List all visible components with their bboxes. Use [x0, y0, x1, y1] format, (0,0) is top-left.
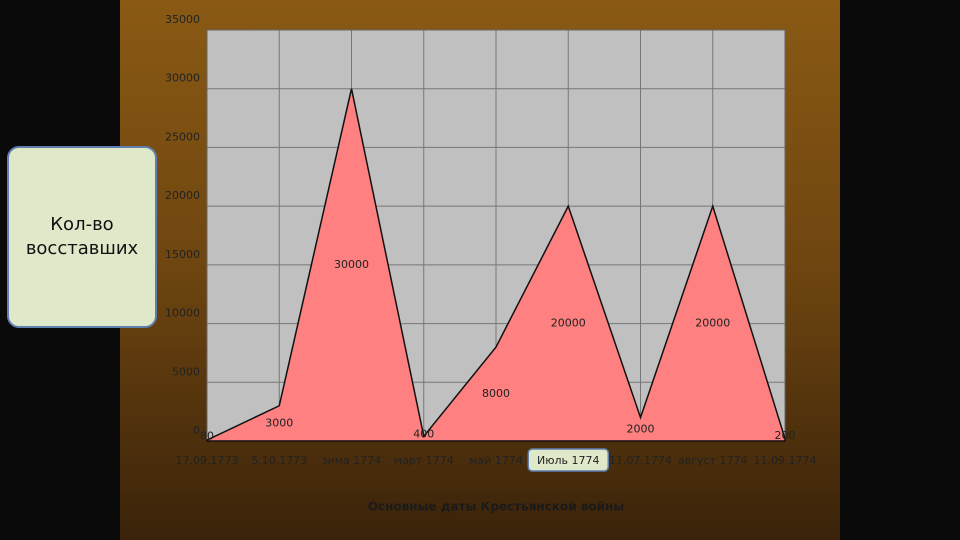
data-label: 80 — [200, 430, 214, 443]
data-label: 400 — [413, 428, 434, 441]
y-tick-label: 25000 — [165, 130, 200, 143]
y-axis-title: Кол-во восставших — [7, 146, 157, 328]
x-tick-label: март 1774 — [394, 454, 454, 467]
x-tick-label: август 1774 — [678, 454, 747, 467]
x-tick-label: май 1774 — [469, 454, 523, 467]
data-label: 20000 — [551, 317, 586, 330]
y-tick-label: 10000 — [165, 307, 200, 320]
y-tick-label: 5000 — [172, 365, 200, 378]
area — [206, 88, 786, 442]
x-axis-title: Основные даты Крестьянской войны — [368, 500, 624, 514]
y-tick-label: 30000 — [165, 72, 200, 85]
data-label: 20000 — [695, 317, 730, 330]
data-label: 30000 — [334, 258, 369, 271]
x-tick-label: 17.09.1773 — [176, 454, 239, 467]
x-tick-label: зима 1774 — [322, 454, 382, 467]
y-tick-label: 0 — [193, 424, 200, 437]
data-label: 200 — [775, 429, 796, 442]
y-tick-label: 20000 — [165, 189, 200, 202]
x-tick-label: 5.10.1773 — [251, 454, 307, 467]
highlight-box — [527, 448, 609, 472]
y-tick-label: 35000 — [165, 13, 200, 26]
x-tick-label: 11.09.1774 — [754, 454, 817, 467]
data-label: 8000 — [482, 387, 510, 400]
x-tick-label: Июль 1774 — [537, 454, 600, 467]
data-label: 3000 — [265, 416, 293, 429]
data-label: 2000 — [627, 422, 655, 435]
y-tick-label: 15000 — [165, 248, 200, 261]
x-tick-label: 11.07.1774 — [609, 454, 672, 467]
